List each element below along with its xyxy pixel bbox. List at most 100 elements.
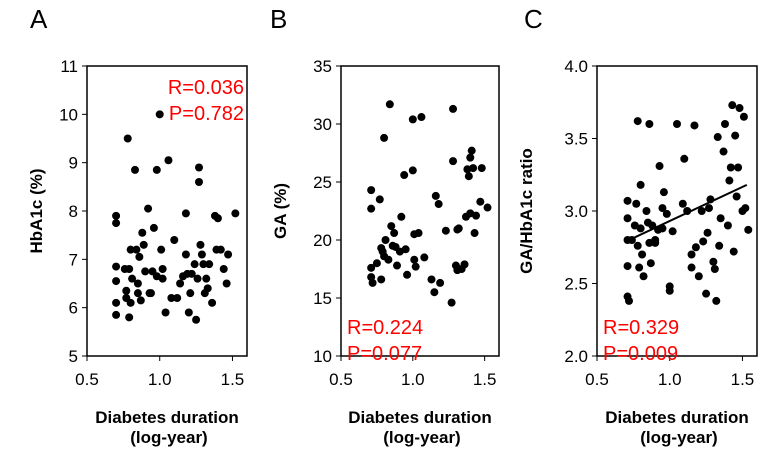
y-tick-label: 20 [313, 231, 332, 250]
x-tick-label: 0.5 [585, 370, 609, 389]
x-axis-title: Diabetes duration [605, 408, 749, 427]
panel-letter: B [270, 4, 287, 34]
data-point [678, 199, 687, 208]
data-point [144, 204, 153, 213]
data-point [147, 289, 155, 298]
data-point [434, 200, 443, 209]
data-point [133, 279, 142, 288]
data-point [205, 260, 214, 269]
stat-r: R=0.329 [603, 317, 679, 339]
data-point [441, 226, 450, 235]
data-point [651, 238, 660, 247]
data-point [690, 121, 699, 130]
data-point [420, 253, 429, 262]
data-point [436, 278, 445, 287]
data-point [642, 207, 651, 215]
data-point [739, 112, 748, 121]
data-point [662, 209, 671, 218]
data-point [726, 163, 735, 172]
x-tick-label: 0.5 [329, 370, 353, 389]
data-point [710, 265, 719, 273]
y-tick-label: 25 [313, 173, 332, 192]
data-point [158, 274, 167, 283]
data-point [729, 247, 738, 256]
data-point [173, 294, 182, 302]
data-point [725, 176, 734, 185]
y-tick-label: 10 [313, 347, 332, 366]
data-point [665, 286, 674, 295]
panel-letter: C [524, 4, 543, 34]
plot-frame [596, 65, 758, 357]
y-axis-title: GA (%) [271, 183, 290, 239]
data-point [231, 209, 240, 218]
data-point [735, 104, 744, 113]
data-point [133, 289, 142, 298]
data-point [128, 274, 137, 283]
data-point [633, 241, 642, 250]
plot-frame [340, 65, 500, 357]
data-point [131, 165, 139, 174]
data-point [195, 163, 203, 172]
data-point [387, 222, 396, 231]
data-point [741, 204, 750, 213]
data-point [715, 241, 724, 250]
data-point [732, 192, 741, 201]
y-axis-title: HbA1c (%) [27, 168, 46, 253]
data-point [734, 163, 743, 172]
data-point [454, 224, 463, 233]
data-point [126, 298, 135, 307]
y-tick-label: 8 [69, 202, 78, 221]
data-point [192, 315, 201, 324]
data-point [132, 245, 141, 254]
x-axis-title-line2: (log-year) [640, 428, 717, 447]
data-point [385, 100, 394, 109]
data-point [112, 277, 121, 286]
data-point [712, 296, 721, 305]
data-point [139, 240, 148, 249]
data-point [411, 262, 420, 271]
data-point [646, 259, 655, 268]
data-point [222, 279, 231, 288]
data-point [186, 289, 195, 298]
data-point [401, 245, 410, 254]
data-point [427, 275, 436, 284]
data-point [636, 224, 645, 233]
regression-line [625, 183, 748, 243]
data-point [694, 272, 703, 281]
data-point [655, 162, 664, 171]
data-point [390, 229, 399, 238]
stat-p: P=0.782 [169, 103, 244, 125]
data-point [680, 154, 689, 163]
data-point [687, 250, 696, 259]
data-point [123, 134, 132, 143]
y-tick-label: 4.0 [564, 57, 588, 76]
data-point [417, 113, 426, 122]
data-point [141, 267, 150, 276]
data-point [633, 117, 642, 126]
data-point [377, 275, 386, 284]
data-point [449, 104, 458, 113]
data-point [659, 188, 668, 197]
data-point [403, 270, 412, 279]
data-point [138, 228, 147, 237]
data-point [477, 164, 486, 173]
data-point [126, 245, 135, 254]
data-point [208, 298, 217, 307]
data-point [658, 204, 667, 213]
panel-b: B 10 15 20 25 30 35 0.5 1.0 1.5 Diabetes duration(… [270, 4, 500, 447]
y-tick-label: 35 [313, 57, 332, 76]
data-point [112, 211, 121, 220]
data-point [638, 250, 647, 259]
data-point [668, 227, 677, 236]
data-point [728, 101, 737, 110]
data-point [467, 146, 476, 155]
data-point [213, 214, 222, 223]
y-tick-label: 15 [313, 289, 332, 308]
data-point [196, 240, 205, 249]
data-point [476, 197, 485, 206]
data-point [199, 260, 208, 269]
data-point [632, 199, 641, 208]
data-point [170, 236, 179, 244]
data-point [197, 250, 206, 259]
data-point [380, 133, 389, 142]
